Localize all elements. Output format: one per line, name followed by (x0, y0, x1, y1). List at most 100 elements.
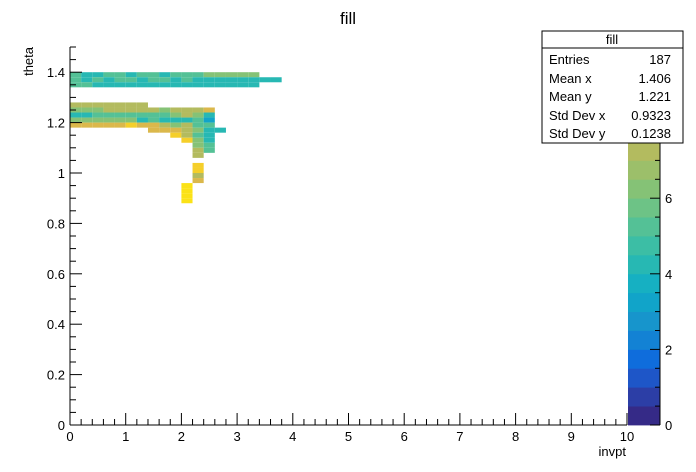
heatmap-cell (125, 72, 137, 78)
heatmap-cell (81, 82, 93, 88)
heatmap-cell (248, 72, 260, 78)
palette-segment (628, 349, 660, 369)
heatmap-cell (192, 112, 204, 118)
heatmap-cell (192, 142, 204, 148)
heatmap-cell (136, 117, 148, 123)
heatmap-cell (181, 137, 193, 143)
heatmap-cell (136, 77, 148, 83)
palette-segment (628, 198, 660, 218)
heatmap-cell (147, 107, 160, 113)
stats-label: Mean y (549, 89, 592, 104)
y-axis-label: theta (21, 46, 36, 76)
heatmap-cell (181, 72, 193, 78)
x-tick-label: 1 (122, 429, 129, 444)
plot-area: 0 1 2 3 4 5 6 7 8 9 10 0 0.2 0.4 0.6 0.8 1 1.2 1.4 (47, 46, 634, 444)
heatmap-cell (248, 77, 260, 83)
stats-box-title: fill (606, 32, 618, 47)
y-tick-label: 1 (58, 166, 65, 181)
heatmap-cells (70, 72, 282, 204)
heatmap-cell (70, 102, 82, 108)
heatmap-cell (125, 117, 137, 123)
heatmap-cell (147, 117, 160, 123)
stats-label: Mean x (549, 71, 592, 86)
heatmap-cell (203, 142, 215, 148)
palette-segment (628, 217, 660, 237)
heatmap-cell (192, 162, 204, 168)
palette-tick-label: 4 (665, 267, 672, 282)
heatmap-cell (181, 82, 193, 88)
heatmap-cell (203, 137, 215, 143)
y-tick-label: 0.6 (47, 267, 65, 282)
palette-segment (628, 368, 660, 388)
heatmap-cell (237, 77, 249, 83)
heatmap-cell (192, 72, 204, 78)
heatmap-cell (170, 122, 182, 128)
heatmap-cell (192, 82, 204, 88)
heatmap-cell (70, 122, 82, 128)
palette-segment (628, 273, 660, 294)
heatmap-cell (170, 82, 182, 88)
heatmap-cell (103, 102, 115, 108)
x-tick-label: 0 (66, 429, 73, 444)
heatmap-cell (125, 82, 137, 88)
heatmap-cell (92, 112, 104, 118)
heatmap-cell (125, 102, 137, 108)
palette-segment (628, 330, 660, 350)
heatmap-cell (225, 77, 238, 83)
heatmap-cell (70, 77, 82, 83)
x-tick-label: 2 (178, 429, 185, 444)
y-tick-label: 1.4 (47, 65, 65, 80)
heatmap-cell (81, 112, 93, 118)
x-tick-label: 7 (456, 429, 463, 444)
heatmap-cell (70, 72, 82, 78)
heatmap-cell (147, 77, 160, 83)
heatmap-cell (181, 188, 193, 194)
x-axis-ticks: 0 1 2 3 4 5 6 7 8 9 10 (66, 413, 634, 444)
heatmap-cell (192, 117, 204, 123)
heatmap-cell (103, 72, 115, 78)
stats-box-frame (541, 30, 684, 144)
x-tick-label: 10 (620, 429, 634, 444)
heatmap-cell (92, 102, 104, 108)
heatmap-cell (181, 122, 193, 128)
heatmap-cell (147, 127, 160, 133)
heatmap-cell (159, 107, 171, 113)
heatmap-cell (237, 72, 249, 78)
heatmap-cell (203, 112, 215, 118)
x-axis-label: invpt (599, 444, 627, 459)
heatmap-cell (92, 107, 104, 113)
stats-box: fill Entries 187 Mean x 1.406 Mean y 1.2… (541, 30, 684, 144)
heatmap-cell (181, 112, 193, 118)
heatmap-cell (92, 72, 104, 78)
heatmap-cell (103, 117, 115, 123)
heatmap-cell (125, 112, 137, 118)
stats-row-mean-y: Mean y 1.221 (549, 89, 671, 104)
heatmap-cell (248, 82, 260, 88)
heatmap-cell (181, 183, 193, 189)
heatmap-cell (159, 112, 171, 118)
heatmap-cell (147, 72, 160, 78)
y-tick-label: 0.4 (47, 317, 65, 332)
heatmap-cell (270, 77, 282, 83)
heatmap-cell (192, 152, 204, 158)
heatmap-cell (181, 107, 193, 113)
heatmap-cell (70, 112, 82, 118)
heatmap-cell (136, 122, 148, 128)
heatmap-cell (114, 112, 126, 118)
heatmap-cell (81, 72, 93, 78)
heatmap-cell (147, 122, 160, 128)
heatmap-cell (159, 77, 171, 83)
heatmap-cell (103, 82, 115, 88)
chart-title: fill (340, 9, 356, 28)
heatmap-cell (170, 112, 182, 118)
heatmap-cell (81, 107, 93, 113)
palette-segment (628, 406, 660, 426)
stats-row-std-dev-y: Std Dev y 0.1238 (549, 126, 671, 141)
stats-value: 1.221 (638, 89, 671, 104)
heatmap-cell (170, 117, 182, 123)
heatmap-cell (147, 82, 160, 88)
heatmap-cell (214, 77, 226, 83)
y-tick-label: 0.2 (47, 368, 65, 383)
heatmap-cell (114, 117, 126, 123)
